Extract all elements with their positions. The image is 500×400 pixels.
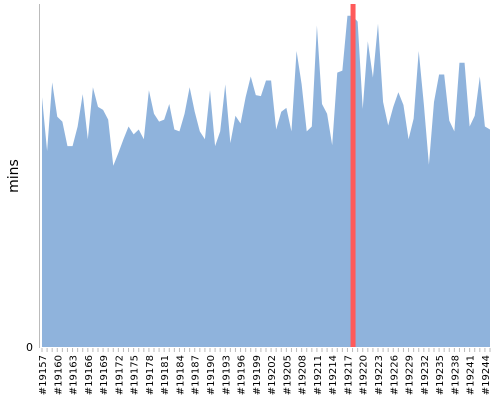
y-tick-label: 0 [26, 341, 33, 354]
x-tick-label: #19232 [420, 355, 431, 395]
x-tick-label: #19166 [84, 355, 95, 395]
x-tick-label: #19157 [38, 355, 49, 395]
x-tick-label: #19196 [237, 355, 248, 395]
x-tick-label: #19172 [114, 355, 125, 395]
x-tick-label: #19169 [99, 355, 110, 395]
x-tick-label: #19160 [53, 355, 64, 395]
x-tick-label: #19202 [267, 355, 278, 395]
highlight-marker [350, 4, 356, 347]
x-tick-label: #19178 [145, 355, 156, 395]
x-tick-label: #19238 [450, 355, 461, 395]
x-tick-label: #19241 [466, 355, 477, 395]
x-tick-label: #19226 [389, 355, 400, 395]
x-tick-label: #19184 [175, 355, 186, 395]
x-axis: #19157 #19160 #19163 #19166 #19169 #19172 #191… [38, 348, 492, 395]
x-tick-label: #19211 [313, 355, 324, 395]
x-tick-label: #19199 [252, 355, 263, 395]
x-tick-label: #19244 [481, 355, 492, 395]
y-axis: 0 [26, 341, 33, 354]
x-tick-label: #19235 [435, 355, 446, 395]
x-tick-label: #19223 [374, 355, 385, 395]
area-series [42, 15, 490, 347]
x-tick-label: #19214 [328, 355, 339, 395]
x-tick-label: #19208 [298, 355, 309, 395]
x-tick-label: #19220 [359, 355, 370, 395]
x-tick-label: #19175 [130, 355, 141, 395]
x-tick-label: #19181 [160, 355, 171, 395]
x-tick-label: #19217 [343, 355, 354, 395]
x-tick-label: #19163 [69, 355, 80, 395]
x-tick-label: #19193 [221, 355, 232, 395]
y-axis-label: mins [6, 159, 22, 193]
x-tick-label: #19205 [282, 355, 293, 395]
x-tick-label: #19190 [206, 355, 217, 395]
plot-area [42, 4, 490, 347]
x-tick-label: #19187 [191, 355, 202, 395]
x-tick-label: #19229 [405, 355, 416, 395]
